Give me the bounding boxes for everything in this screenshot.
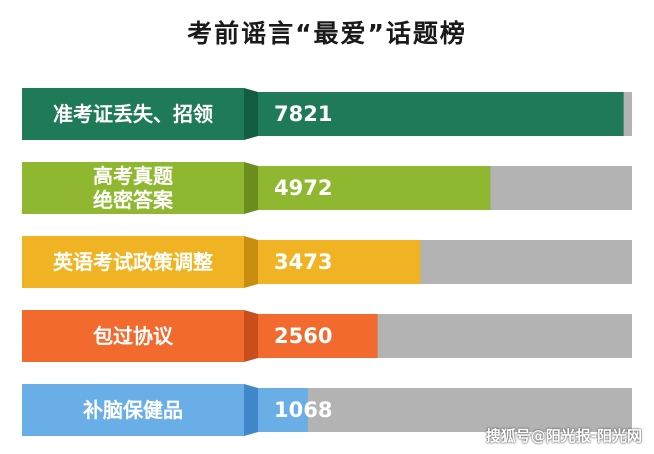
bar (258, 388, 308, 432)
category-box (22, 310, 244, 362)
bar-connector (244, 162, 258, 214)
category-label: 准考证丢失、招领 (53, 102, 213, 126)
category-label: 绝密答案 (93, 188, 174, 212)
bar (258, 166, 491, 210)
value-label: 1068 (274, 398, 332, 422)
bar (258, 314, 378, 358)
category-box (22, 88, 244, 140)
value-label: 7821 (274, 102, 332, 126)
category-label: 英语考试政策调整 (53, 250, 213, 274)
bar-track (258, 388, 632, 432)
bar-connector (244, 310, 258, 362)
bar-connector (244, 384, 258, 436)
category-label: 包过协议 (93, 324, 174, 348)
category-label: 高考真题 (93, 164, 174, 188)
bar-connector (244, 88, 258, 140)
category-box (22, 384, 244, 436)
category-label: 补脑保健品 (82, 398, 183, 422)
value-label: 4972 (274, 176, 332, 200)
bar-row: 英语考试政策调整 3473 (22, 236, 632, 288)
bar-row: 包过协议 2560 (22, 310, 632, 362)
chart-title: 考前谣言“最爱”话题榜 (187, 19, 467, 48)
category-box (22, 162, 244, 214)
category-box (22, 236, 244, 288)
value-label: 3473 (274, 250, 332, 274)
bar-row: 准考证丢失、招领 7821 (22, 88, 632, 140)
watermark-text: 搜狐号@阳光报-阳光网 (485, 427, 642, 445)
bar (258, 92, 624, 136)
value-label: 2560 (274, 324, 332, 348)
bar-connector (244, 236, 258, 288)
bar-row: 补脑保健品 1068 (22, 384, 632, 436)
bar (258, 240, 421, 284)
